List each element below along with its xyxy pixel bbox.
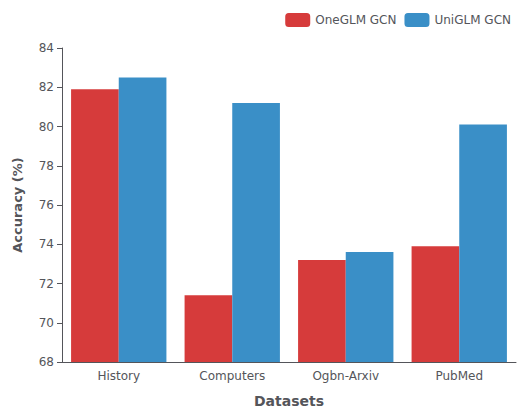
svg-text:72: 72 [39, 277, 54, 291]
svg-text:OneGLM GCN: OneGLM GCN [315, 13, 396, 27]
svg-text:78: 78 [39, 159, 54, 173]
svg-text:PubMed: PubMed [435, 369, 483, 383]
svg-text:70: 70 [39, 316, 54, 330]
svg-text:Datasets: Datasets [254, 393, 324, 409]
svg-text:82: 82 [39, 80, 54, 94]
svg-text:Ogbn-Arxiv: Ogbn-Arxiv [312, 369, 379, 383]
svg-text:76: 76 [39, 198, 54, 212]
svg-text:84: 84 [39, 41, 54, 55]
svg-text:History: History [97, 369, 140, 383]
svg-text:Accuracy (%): Accuracy (%) [10, 157, 25, 253]
svg-text:UniGLM GCN: UniGLM GCN [434, 13, 511, 27]
svg-text:68: 68 [39, 355, 54, 369]
svg-text:Computers: Computers [199, 369, 265, 383]
svg-text:80: 80 [39, 120, 54, 134]
svg-text:74: 74 [39, 237, 54, 251]
